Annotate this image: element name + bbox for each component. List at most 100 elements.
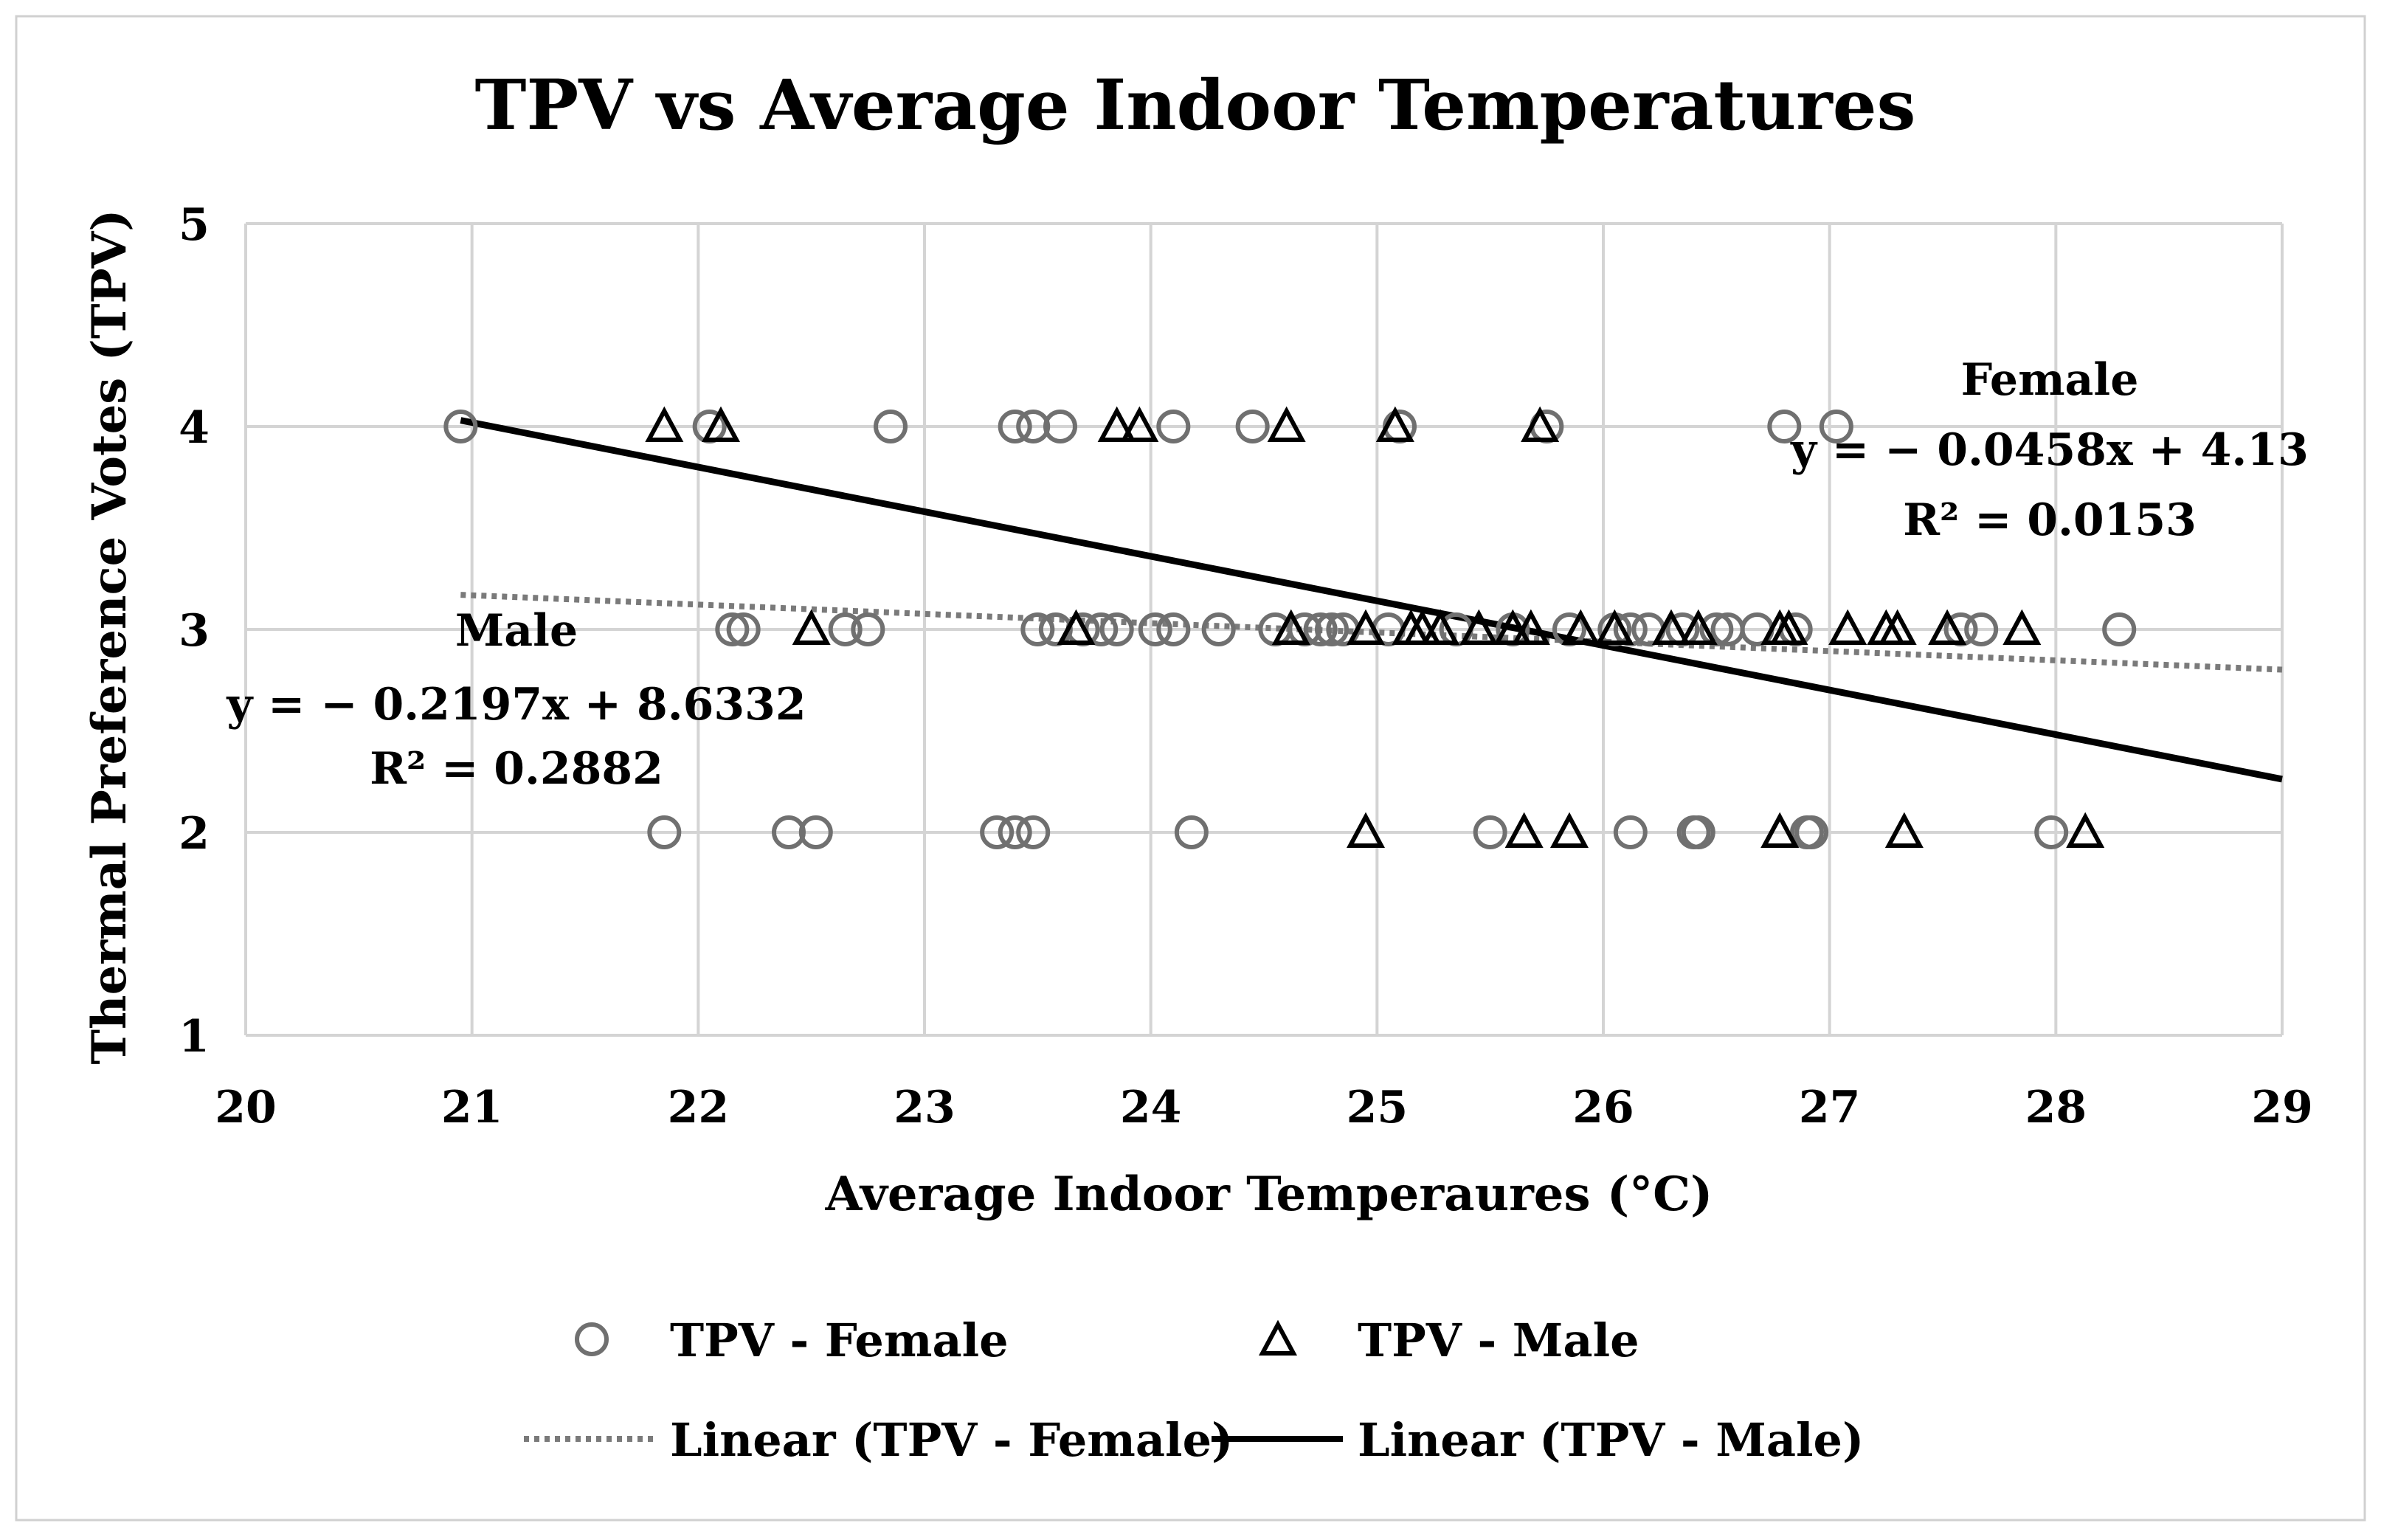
female-data-point	[1201, 612, 1236, 646]
y-tick-label: 3	[179, 605, 210, 657]
male-data-point	[701, 406, 741, 442]
x-tick-label: 24	[1120, 1082, 1182, 1133]
female-data-point	[2034, 815, 2069, 849]
male-data-point	[1549, 812, 1589, 848]
female-data-point	[1303, 612, 1338, 646]
female-data-point	[998, 815, 1032, 849]
male-data-point	[1760, 812, 1800, 848]
male-data-point	[792, 609, 831, 645]
female-data-point	[1964, 612, 1999, 646]
female-trend-equation: y = − 0.0458x + 4.13	[1790, 424, 2309, 476]
chart-border	[15, 15, 2366, 1522]
female-data-point	[998, 410, 1032, 443]
female-data-point	[1016, 410, 1051, 443]
y-axis-label: Thermal Preference Votes (TPV)	[82, 209, 137, 1064]
female-data-point	[1156, 410, 1191, 443]
legend-male-marker	[1258, 1319, 1298, 1356]
female-data-point	[1099, 612, 1134, 646]
female-annotation-label: Female	[1961, 354, 2139, 406]
female-data-point	[1020, 612, 1055, 646]
x-tick-label: 26	[1572, 1082, 1634, 1133]
male-data-point	[1828, 609, 1867, 645]
female-annotation: Female y = − 0.0458x + 4.13 R² = 0.0153	[1790, 354, 2309, 546]
male-data-point	[1561, 609, 1600, 645]
legend: TPV - Female TPV - Male Linear (TPV - Fe…	[524, 1313, 1864, 1467]
female-data-point	[798, 815, 833, 849]
male-trend-equation: y = − 0.2197x + 8.6332	[226, 679, 806, 731]
male-data-point	[1878, 609, 1917, 645]
male-data-point	[2066, 812, 2105, 848]
x-tick-label: 21	[441, 1082, 503, 1133]
male-data-point	[1403, 609, 1442, 645]
female-data-point	[2102, 612, 2137, 646]
x-tick-label: 27	[1799, 1082, 1861, 1133]
male-data-point	[2002, 609, 2042, 645]
x-tick-label: 25	[1347, 1082, 1409, 1133]
legend-male-trend-label: Linear (TPV - Male)	[1358, 1413, 1864, 1467]
female-data-point	[1235, 410, 1270, 443]
female-data-point	[874, 410, 908, 443]
male-data-point	[1097, 406, 1136, 442]
y-tick-label: 5	[179, 199, 210, 251]
legend-female-trend-label: Linear (TPV - Female)	[670, 1413, 1233, 1467]
male-data-point	[1504, 812, 1544, 848]
female-data-point	[1038, 612, 1073, 646]
male-data-point	[1375, 406, 1414, 442]
female-data-point	[1043, 410, 1077, 443]
male-data-point	[1884, 812, 1924, 848]
female-data-point	[1156, 612, 1191, 646]
legend-female-marker	[575, 1322, 609, 1356]
female-data-point	[851, 612, 885, 646]
female-data-point	[1138, 612, 1172, 646]
female-data-point	[647, 815, 682, 849]
male-data-point	[1267, 406, 1306, 442]
x-tick-label: 22	[668, 1082, 730, 1133]
female-data-point	[1016, 815, 1051, 849]
x-tick-label: 28	[2025, 1082, 2087, 1133]
legend-female-label: TPV - Female	[670, 1313, 1009, 1367]
female-data-point	[443, 410, 478, 443]
female-data-point	[1473, 815, 1507, 849]
y-tick-label: 2	[179, 808, 210, 860]
male-data-point	[1057, 609, 1096, 645]
male-data-point	[1651, 609, 1691, 645]
male-data-point	[1928, 609, 1967, 645]
female-data-point	[726, 612, 761, 646]
male-data-point	[1679, 609, 1718, 645]
female-trendline	[460, 592, 2283, 673]
male-data-point	[1493, 609, 1532, 645]
trendlines	[460, 417, 2283, 783]
female-data-point	[1681, 815, 1715, 849]
gridlines	[244, 222, 2284, 1037]
male-trendline	[460, 417, 2283, 783]
male-data-point	[645, 406, 684, 442]
female-data-point	[980, 815, 1015, 849]
female-data-point	[1613, 815, 1648, 849]
female-data-point	[828, 612, 863, 646]
legend-male-label: TPV - Male	[1358, 1313, 1639, 1367]
male-data-point	[1521, 406, 1560, 442]
female-data-point	[1794, 815, 1829, 849]
female-data-point	[1819, 410, 1853, 443]
male-data-point	[1346, 812, 1386, 848]
y-tick-label: 1	[179, 1011, 210, 1063]
y-tick-label: 4	[179, 402, 210, 454]
female-trend-r2: R² = 0.0153	[1903, 494, 2197, 546]
male-data-point	[1271, 609, 1310, 645]
chart-title: TPV vs Average Indoor Temperatures	[475, 65, 1916, 146]
male-data-point	[1595, 609, 1634, 645]
female-data-point	[1767, 410, 1802, 443]
female-data-point	[1315, 612, 1349, 646]
male-data-point	[1120, 406, 1159, 442]
male-trend-r2: R² = 0.2882	[370, 743, 663, 795]
x-tick-label: 20	[215, 1082, 277, 1133]
male-data-point	[1769, 609, 1808, 645]
x-tick-label: 29	[2251, 1082, 2313, 1133]
x-tick-label: 23	[894, 1082, 955, 1133]
male-data-point	[1459, 609, 1499, 645]
male-annotation-label: Male	[455, 605, 578, 657]
x-axis-label: Average Indoor Temperaures (°C)	[825, 1167, 1713, 1222]
